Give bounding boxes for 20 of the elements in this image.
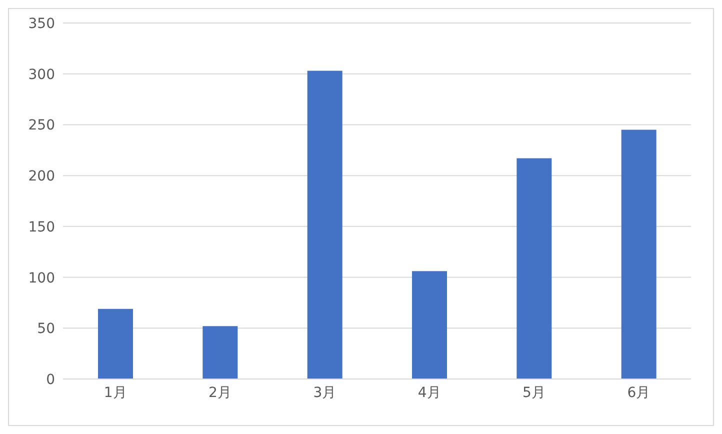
x-tick-label: 6月 (627, 384, 650, 401)
y-tick-label: 100 (28, 270, 55, 286)
y-tick-label: 300 (28, 66, 55, 83)
y-tick-label: 200 (28, 168, 55, 185)
bar (621, 130, 656, 379)
y-tick-label: 0 (46, 372, 55, 388)
x-tick-label: 2月 (208, 384, 232, 401)
bar (98, 308, 133, 379)
bar (202, 326, 238, 379)
bar (412, 271, 447, 379)
x-tick-label: 1月 (104, 384, 127, 401)
bar (307, 70, 342, 379)
y-tick-label: 350 (28, 16, 55, 32)
x-tick-label: 5月 (522, 384, 546, 401)
y-tick-label: 250 (28, 118, 55, 134)
x-tick-label: 4月 (418, 384, 441, 401)
y-tick-label: 150 (28, 219, 55, 236)
bar (516, 158, 552, 379)
y-tick-label: 50 (37, 321, 55, 338)
x-tick-label: 3月 (313, 384, 336, 401)
